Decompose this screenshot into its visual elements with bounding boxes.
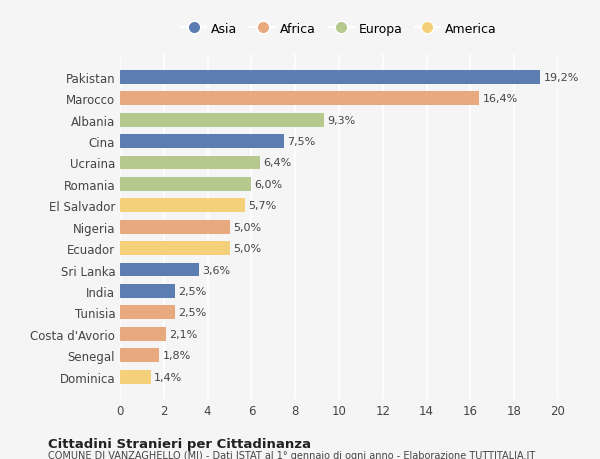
Bar [120,178,251,191]
Text: 7,5%: 7,5% [287,137,316,147]
Text: 1,8%: 1,8% [163,350,191,360]
Text: 2,5%: 2,5% [178,286,206,296]
Text: 19,2%: 19,2% [544,73,579,83]
Text: 6,0%: 6,0% [254,179,283,190]
Bar [120,71,541,84]
Text: 16,4%: 16,4% [482,94,518,104]
Text: 3,6%: 3,6% [202,265,230,275]
Text: Cittadini Stranieri per Cittadinanza: Cittadini Stranieri per Cittadinanza [48,437,311,450]
Text: 2,1%: 2,1% [169,329,197,339]
Bar [120,220,229,234]
Text: 5,7%: 5,7% [248,201,277,211]
Bar [120,348,160,362]
Text: 5,0%: 5,0% [233,222,261,232]
Bar [120,156,260,170]
Bar [120,306,175,319]
Bar [120,199,245,213]
Bar [120,135,284,149]
Bar [120,327,166,341]
Bar [120,241,229,256]
Text: 5,0%: 5,0% [233,244,261,253]
Text: 2,5%: 2,5% [178,308,206,318]
Text: 6,4%: 6,4% [263,158,292,168]
Bar [120,92,479,106]
Legend: Asia, Africa, Europa, America: Asia, Africa, Europa, America [175,17,503,42]
Text: 1,4%: 1,4% [154,372,182,382]
Text: COMUNE DI VANZAGHELLO (MI) - Dati ISTAT al 1° gennaio di ogni anno - Elaborazion: COMUNE DI VANZAGHELLO (MI) - Dati ISTAT … [48,450,535,459]
Bar [120,370,151,384]
Bar [120,263,199,277]
Text: 9,3%: 9,3% [327,115,355,125]
Bar [120,113,323,127]
Bar [120,284,175,298]
